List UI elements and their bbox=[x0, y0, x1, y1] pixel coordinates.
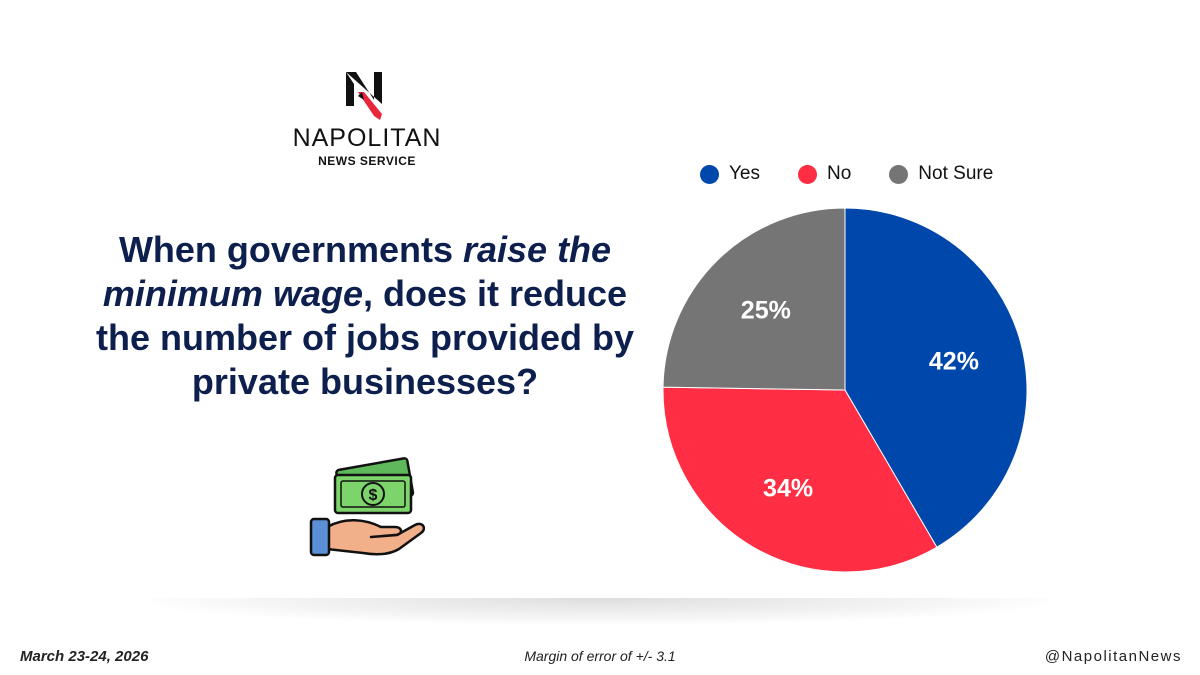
pie-chart: 42% 34% 25% bbox=[662, 207, 1028, 573]
pie-slice-not-sure bbox=[662, 207, 846, 391]
pie-slice-no bbox=[662, 386, 938, 573]
margin-of-error: Margin of error of +/- 3.1 bbox=[524, 648, 676, 664]
poll-date: March 23-24, 2026 bbox=[20, 648, 149, 665]
data-label-yes: 42% bbox=[929, 348, 979, 376]
legend-swatch-yes bbox=[700, 164, 719, 184]
svg-text:$: $ bbox=[369, 487, 378, 504]
legend-swatch-no bbox=[798, 164, 817, 184]
question-part-1: When governments bbox=[118, 229, 463, 270]
legend-label-yes: Yes bbox=[729, 163, 760, 184]
legend-item-no: No bbox=[798, 163, 851, 185]
poll-question: When governments raise the minimum wage,… bbox=[95, 228, 635, 404]
napolitan-logo-icon bbox=[346, 72, 382, 120]
pie-slice-yes bbox=[844, 207, 1028, 548]
legend-label-no: No bbox=[827, 163, 852, 184]
money-in-hand-icon: $ bbox=[305, 455, 426, 565]
social-handle: @NapolitanNews bbox=[1044, 648, 1182, 665]
data-label-no: 34% bbox=[763, 474, 813, 502]
logo: NAPOLITAN NEWS SERVICE bbox=[282, 68, 452, 168]
logo-name: NAPOLITAN bbox=[292, 124, 442, 152]
legend-item-yes: Yes bbox=[700, 163, 760, 185]
legend-item-not-sure: Not Sure bbox=[889, 163, 993, 185]
question-emphasis: raise the minimum wage bbox=[102, 229, 612, 314]
legend-label-not-sure: Not Sure bbox=[918, 163, 994, 184]
legend-swatch-not-sure bbox=[889, 164, 909, 184]
chart-legend: Yes No Not Sure bbox=[700, 160, 1031, 188]
shadow-divider bbox=[150, 598, 1050, 624]
data-label-not-sure: 25% bbox=[741, 297, 791, 325]
question-part-2: , does it reduce the number of jobs prov… bbox=[95, 273, 635, 402]
logo-subtitle: NEWS SERVICE bbox=[318, 154, 416, 168]
